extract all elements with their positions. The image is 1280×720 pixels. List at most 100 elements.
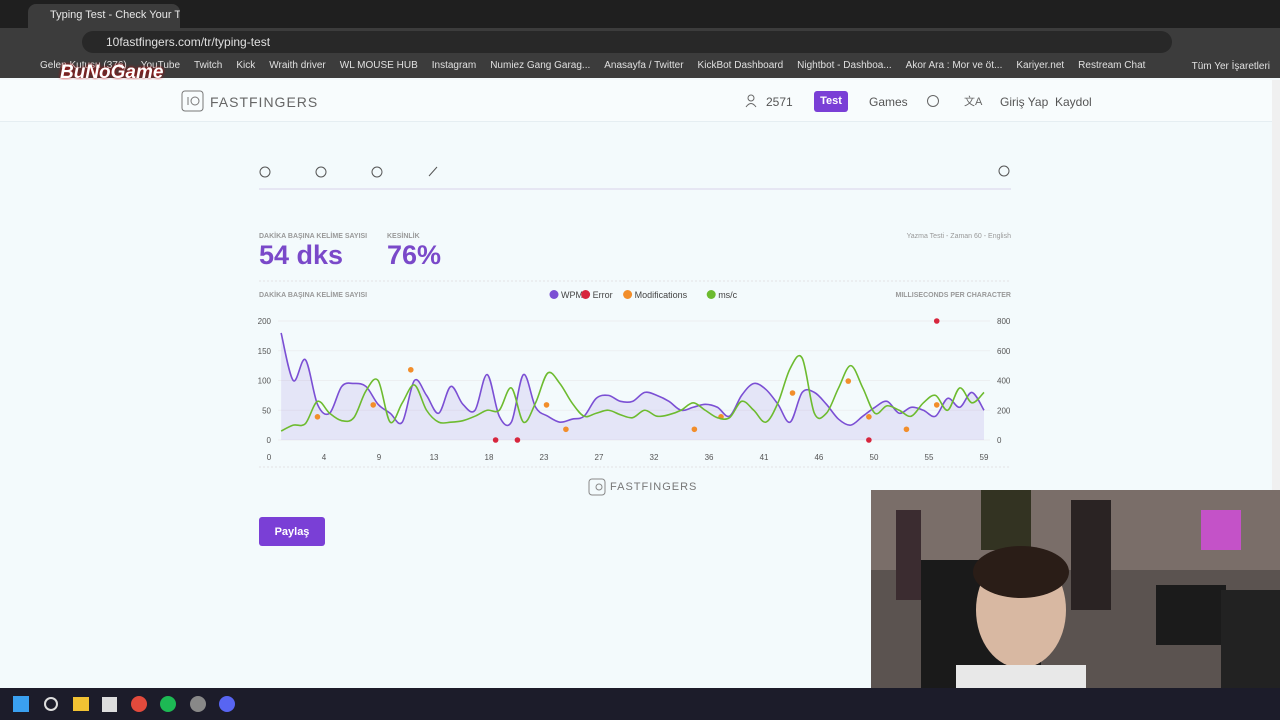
bookmark[interactable]: KickBot Dashboard xyxy=(697,60,784,71)
y2-axis-title: MILLISECONDS PER CHARACTER xyxy=(895,292,1011,299)
y2-tick-label: 200 xyxy=(997,406,1011,415)
bookmark[interactable]: Gelen Kutusu (376) xyxy=(40,60,127,71)
share-button[interactable]: Paylaş xyxy=(259,517,325,546)
bookmark[interactable]: Twitch xyxy=(194,60,223,71)
scrollbar[interactable] xyxy=(1272,80,1280,688)
users-icon xyxy=(745,94,757,108)
wpm-value: 54 dks xyxy=(259,240,344,270)
bookmark[interactable]: Nightbot - Dashboa... xyxy=(797,60,892,71)
y-tick-label: 150 xyxy=(258,347,272,356)
point xyxy=(845,378,852,384)
legend-marker xyxy=(623,290,633,299)
point xyxy=(370,402,377,408)
legend-label: Modifications xyxy=(635,290,688,300)
x-tick-label: 55 xyxy=(925,453,934,462)
x-tick-label: 27 xyxy=(595,453,604,462)
y2-tick-label: 800 xyxy=(997,317,1011,326)
bookmarks-bar: Gelen Kutusu (376) YouTube Twitch Kick Wrait… xyxy=(0,56,1280,78)
point xyxy=(691,426,698,433)
bookmark[interactable]: Anasayfa / Twitter xyxy=(604,60,684,71)
accuracy-label: KESİNLİK xyxy=(387,233,420,240)
point xyxy=(314,413,321,420)
history-icon[interactable] xyxy=(259,166,271,178)
bookmark[interactable]: Restream Chat xyxy=(1078,60,1146,71)
login-link[interactable]: Giriş Yap xyxy=(1000,95,1049,109)
x-tick-label: 4 xyxy=(322,453,327,462)
legend-marker xyxy=(706,290,716,299)
address-bar[interactable]: 10fastfingers.com/tr/typing-test xyxy=(82,31,1172,53)
bookmark[interactable]: YouTube xyxy=(140,60,181,71)
point xyxy=(563,426,569,433)
all-bookmarks[interactable]: Tüm Yer İşaretleri xyxy=(1191,61,1270,72)
bookmark[interactable]: Akor Ara : Mor ve öt... xyxy=(905,60,1003,71)
restart-icon[interactable] xyxy=(998,165,1010,177)
point xyxy=(903,426,910,433)
user-count: 2571 xyxy=(766,95,793,109)
bookmark[interactable]: Numiez Gang Garag... xyxy=(490,60,591,71)
x-tick-label: 23 xyxy=(540,453,549,462)
bookmark[interactable]: WL MOUSE HUB xyxy=(339,60,418,71)
y2-tick-label: 600 xyxy=(997,347,1011,356)
legend-label: Error xyxy=(593,290,613,300)
legend-marker xyxy=(549,290,559,299)
logo-icon xyxy=(181,90,204,112)
header-icons[interactable]: 文A xyxy=(926,94,986,108)
timer-icon[interactable] xyxy=(371,166,383,178)
point xyxy=(866,437,872,443)
footer-logo: FASTFINGERS xyxy=(610,481,698,493)
point xyxy=(933,402,940,408)
svg-text:文A: 文A xyxy=(964,94,983,108)
y-tick-label: 200 xyxy=(258,317,272,326)
x-tick-label: 50 xyxy=(870,453,879,462)
legend-marker xyxy=(581,290,591,299)
y-axis-title: DAKİKA BAŞINA KELİME SAYISI xyxy=(259,291,367,299)
bookmark[interactable]: Instagram xyxy=(431,60,477,71)
x-tick-label: 36 xyxy=(705,453,714,462)
bookmark[interactable]: Wraith driver xyxy=(269,60,326,71)
y-tick-label: 0 xyxy=(267,436,272,445)
area xyxy=(281,332,984,440)
test-info: Yazma Testi - Zaman 60 - English xyxy=(906,233,1011,240)
y-tick-label: 50 xyxy=(262,406,271,415)
y-tick-label: 100 xyxy=(258,377,272,386)
browser-tab[interactable]: Typing Test - Check Your Typing xyxy=(28,4,180,28)
x-tick-label: 46 xyxy=(814,453,823,462)
test-button[interactable]: Test xyxy=(814,91,848,112)
point xyxy=(514,437,521,443)
line xyxy=(280,332,985,427)
x-tick-label: 0 xyxy=(267,453,272,462)
taskbar-icons[interactable] xyxy=(10,693,250,715)
logo[interactable]: FASTFINGERS xyxy=(210,94,319,110)
point xyxy=(933,318,940,324)
point xyxy=(407,366,414,373)
x-tick-label: 32 xyxy=(650,453,659,462)
bookmark[interactable]: Kick xyxy=(236,60,256,71)
speed-icon[interactable] xyxy=(315,166,327,178)
legend-label: WPM xyxy=(561,290,583,300)
point xyxy=(789,390,796,396)
watermark: BuNoGame xyxy=(60,62,164,83)
wpm-label: DAKİKA BAŞINA KELİME SAYISI xyxy=(259,233,368,240)
webcam-overlay xyxy=(871,490,1280,720)
x-tick-label: 41 xyxy=(760,453,769,462)
pen-icon[interactable] xyxy=(428,166,438,177)
test-toolbar xyxy=(259,165,1011,190)
x-tick-label: 18 xyxy=(485,453,494,462)
point xyxy=(866,413,872,420)
point xyxy=(543,402,550,408)
footer-logo-icon xyxy=(588,478,606,496)
point xyxy=(492,437,499,443)
x-tick-label: 13 xyxy=(430,453,439,462)
x-tick-label: 59 xyxy=(980,453,989,462)
signup-link[interactable]: Kaydol xyxy=(1055,95,1092,109)
site-header xyxy=(0,80,1272,122)
bookmark[interactable]: Kariyer.net xyxy=(1016,60,1065,71)
games-link[interactable]: Games xyxy=(869,95,908,109)
line xyxy=(280,354,985,432)
tab-bar xyxy=(0,0,1280,28)
y2-tick-label: 400 xyxy=(997,377,1011,386)
legend-label: ms/c xyxy=(718,290,737,300)
taskbar xyxy=(0,688,1280,720)
